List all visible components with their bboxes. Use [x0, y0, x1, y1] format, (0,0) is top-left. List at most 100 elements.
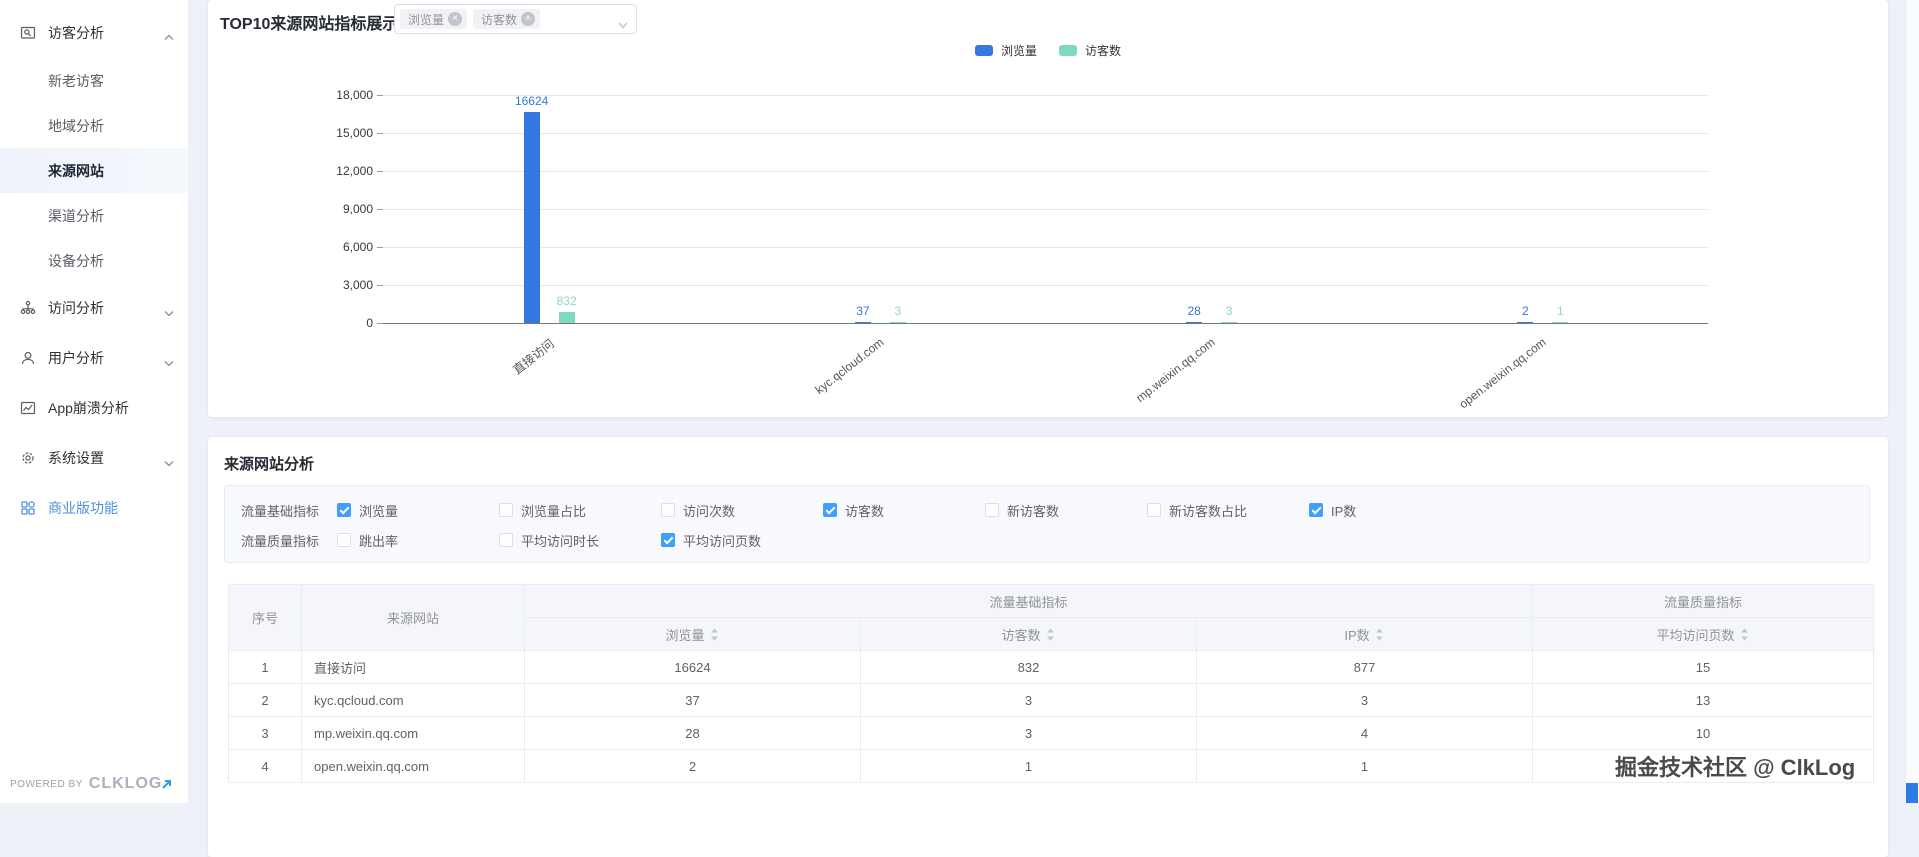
gridline: [383, 247, 1708, 248]
legend-label: 访客数: [1085, 44, 1122, 58]
checkbox-icon[interactable]: [1309, 503, 1323, 517]
sidebar-item-region-analysis[interactable]: 地域分析: [0, 103, 188, 148]
sidebar-item-user-analysis[interactable]: 用户分析: [0, 333, 188, 383]
checkbox-label: 访客数: [845, 503, 885, 519]
table-cell: 13: [1532, 683, 1875, 717]
bar-浏览量[interactable]: [523, 112, 540, 323]
checkbox-icon[interactable]: [499, 533, 513, 547]
tag-close-icon[interactable]: ×: [448, 12, 463, 26]
table-cell: 3: [228, 716, 302, 750]
sidebar-item-device-analysis[interactable]: 设备分析: [0, 238, 188, 283]
checkbox-label: 新访客数占比: [1169, 503, 1248, 519]
sidebar: 访客分析新老访客 地域分析 来源网站 渠道分析 设备分析访问分析用户分析 App崩溃分析系…: [0, 0, 188, 803]
checkbox-icon[interactable]: [499, 503, 513, 517]
sidebar-item-app-crash-analysis[interactable]: App崩溃分析: [0, 383, 188, 433]
visit-analysis-icon: [20, 300, 36, 316]
legend-swatch: [1059, 45, 1077, 56]
y-axis-tick: [377, 285, 383, 286]
tag-close-icon[interactable]: ×: [521, 12, 536, 26]
scrollbar-thumb[interactable]: [1906, 783, 1918, 803]
checkbox-label: 访问次数: [683, 503, 736, 519]
sort-carets-icon[interactable]: [1045, 628, 1056, 644]
chart-legend: 浏览量 访客数: [208, 42, 1888, 59]
metric-checkbox-option[interactable]: IP数: [1309, 501, 1471, 520]
legend-item[interactable]: 浏览量: [974, 42, 1037, 59]
sidebar-item-label: 访问分析: [48, 300, 104, 316]
metric-checkbox-option[interactable]: 访客数: [823, 501, 985, 520]
checkbox-icon[interactable]: [661, 533, 675, 547]
bar-访客数[interactable]: [558, 312, 575, 323]
bar-value-label: 28: [1187, 304, 1201, 318]
metric-checkbox-option[interactable]: 访问次数: [661, 501, 823, 520]
table-row: 4 open.weixin.qq.com 2 1 1: [228, 749, 1875, 783]
bar-访客数[interactable]: [1552, 322, 1569, 323]
scrollbar-track[interactable]: [1905, 0, 1919, 803]
y-axis-tick: [377, 171, 383, 172]
sort-carets-icon[interactable]: [1374, 628, 1385, 644]
sort-carets-icon[interactable]: [709, 628, 720, 644]
analysis-card-title: 来源网站分析: [224, 456, 315, 473]
bar-浏览量[interactable]: [854, 322, 871, 323]
y-axis-label: 6,000: [342, 240, 373, 254]
metric-checkbox-option[interactable]: 新访客数: [985, 501, 1147, 520]
table-row: 2 kyc.qcloud.com 37 3 3 13: [228, 683, 1875, 717]
table-cell: 832: [860, 650, 1197, 684]
y-axis-tick: [377, 95, 383, 96]
col-header-source: 来源网站: [301, 584, 525, 651]
bar-访客数[interactable]: [889, 322, 906, 323]
metric-checkbox-option[interactable]: 浏览量占比: [499, 501, 661, 520]
source-website-table: 序号 来源网站 流量基础指标 流量质量指标 浏览量 访客数 IP数 平均访问页数 1 直接访问 16…: [228, 584, 1875, 783]
system-settings-icon: [20, 450, 36, 466]
bar-value-label: 37: [856, 304, 870, 318]
chevron-down-icon: [164, 304, 174, 322]
sort-carets-icon[interactable]: [1739, 628, 1750, 644]
chevron-down-icon: [164, 454, 174, 472]
app-crash-analysis-icon: [20, 400, 36, 416]
bar-value-label: 832: [556, 294, 577, 308]
sidebar-item-visit-analysis[interactable]: 访问分析: [0, 283, 188, 333]
table-cell: 4: [1195, 716, 1534, 750]
legend-item[interactable]: 访客数: [1059, 42, 1121, 59]
metric-checkbox-option[interactable]: 平均访问时长: [499, 531, 661, 550]
metric-checkbox-option[interactable]: 跳出率: [337, 531, 499, 550]
gridline: [383, 133, 1708, 134]
checkbox-icon[interactable]: [985, 503, 999, 517]
filter-row-label: 流量基础指标: [241, 503, 320, 519]
bar-value-label: 1: [1557, 304, 1564, 318]
checkbox-icon[interactable]: [337, 533, 351, 547]
table-cell: 37: [524, 683, 861, 717]
y-axis-label: 3,000: [342, 278, 373, 292]
checkbox-icon[interactable]: [337, 503, 351, 517]
y-axis-label: 18,000: [336, 88, 373, 102]
business-features-icon: [20, 500, 36, 516]
checkbox-icon[interactable]: [661, 503, 675, 517]
tag-label: 访客数: [481, 12, 518, 27]
clklog-logo: CLKLOG: [88, 775, 163, 792]
metric-checkbox-option[interactable]: 平均访问页数: [661, 531, 823, 550]
table-cell: 1: [860, 749, 1197, 783]
y-axis-tick: [377, 209, 383, 210]
table-cell: 3: [860, 716, 1197, 750]
user-analysis-icon: [20, 350, 36, 366]
metric-checkbox-option[interactable]: 新访客数占比: [1147, 501, 1309, 520]
powered-by-label: POWERED BY: [10, 778, 83, 790]
metric-checkbox-option[interactable]: 浏览量: [337, 501, 499, 520]
sidebar-item-label: 访客分析: [48, 25, 104, 41]
sidebar-item-system-settings[interactable]: 系统设置: [0, 433, 188, 483]
bar-浏览量[interactable]: [1517, 322, 1534, 323]
table-cell: 1: [228, 650, 302, 684]
sidebar-item-new-old-visitors[interactable]: 新老访客: [0, 58, 188, 103]
chevron-up-icon: [164, 29, 174, 47]
bar-访客数[interactable]: [1221, 322, 1238, 323]
bar-value-label: 16624: [514, 94, 549, 108]
metric-multiselect[interactable]: 浏览量 × 访客数 ×: [394, 4, 637, 34]
sidebar-item-channel-analysis[interactable]: 渠道分析: [0, 193, 188, 238]
sidebar-item-business-features[interactable]: 商业版功能: [0, 483, 188, 533]
sidebar-item-source-website[interactable]: 来源网站: [0, 148, 188, 193]
checkbox-label: 平均访问时长: [521, 533, 600, 549]
checkbox-icon[interactable]: [1147, 503, 1161, 517]
bar-浏览量[interactable]: [1186, 322, 1203, 323]
visitor-analysis-icon: [20, 25, 36, 41]
checkbox-icon[interactable]: [823, 503, 837, 517]
sidebar-item-visitor-analysis[interactable]: 访客分析: [0, 8, 188, 58]
